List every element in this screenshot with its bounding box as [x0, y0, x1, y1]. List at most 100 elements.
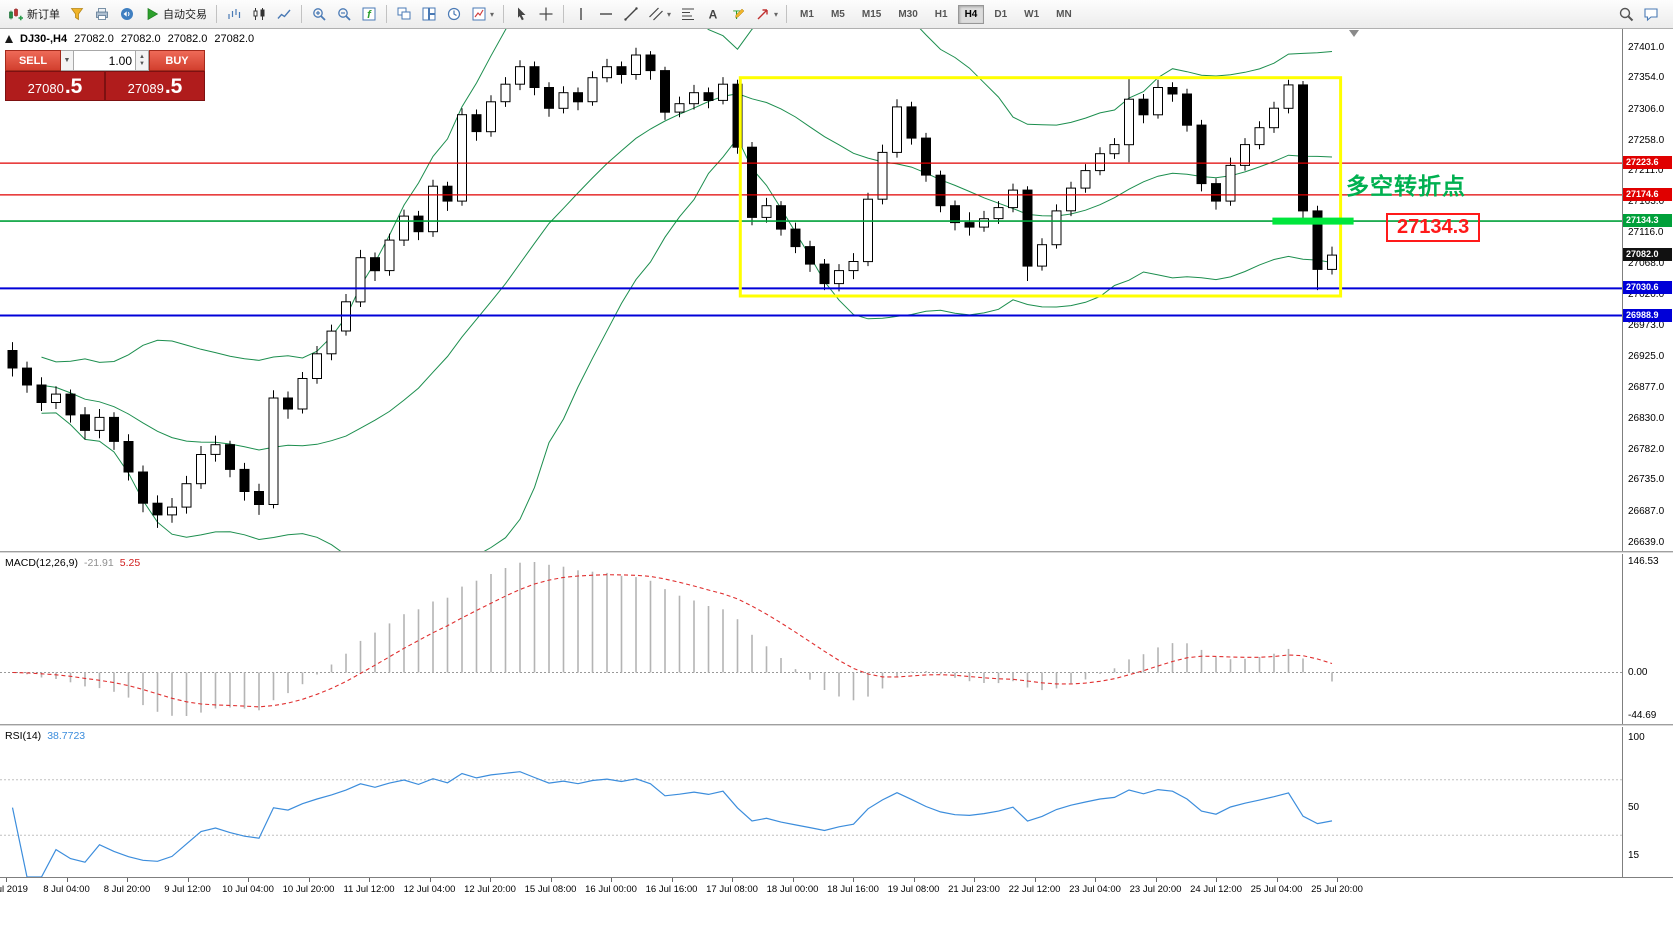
- time-label: 8 Jul 04:00: [43, 884, 90, 895]
- line-chart-mode-button[interactable]: [272, 3, 296, 25]
- timeframe-h1-button[interactable]: H1: [934, 8, 948, 20]
- lot-down-icon[interactable]: ▼: [139, 60, 145, 67]
- text-tool-button[interactable]: A: [701, 3, 725, 25]
- current-price-badge: 27082.0: [1623, 248, 1672, 262]
- rsi-axis-label: 15: [1628, 850, 1640, 862]
- candle: [790, 228, 801, 248]
- candlestick-chart[interactable]: [0, 29, 1622, 551]
- rsi-chart: [0, 771, 1622, 877]
- label-tool-button[interactable]: T: [726, 3, 750, 25]
- rsi-axis-label: 50: [1628, 801, 1640, 813]
- price-tick-label: 27116.0: [1628, 226, 1664, 238]
- sound-button[interactable]: [115, 3, 139, 25]
- print-button[interactable]: [90, 3, 114, 25]
- candle: [65, 393, 76, 416]
- period-clock-button[interactable]: [442, 3, 466, 25]
- chart-settings-button[interactable]: ▾: [467, 3, 498, 25]
- bar-chart-mode-button[interactable]: [222, 3, 246, 25]
- timeframe-m15-button[interactable]: M15: [861, 8, 882, 20]
- new-order-button[interactable]: 新订单: [4, 3, 64, 25]
- ask-price[interactable]: 27089.5: [105, 71, 205, 101]
- candle: [428, 185, 438, 233]
- chat-button[interactable]: [1639, 3, 1663, 25]
- candle: [616, 66, 627, 76]
- candle: [51, 393, 61, 404]
- yellow-rectangle[interactable]: [738, 76, 1343, 298]
- time-tick: [732, 878, 733, 882]
- timeframe-w1-button[interactable]: W1: [1024, 8, 1040, 20]
- lot-spinner[interactable]: ▲ ▼: [136, 50, 149, 71]
- arrows-tool-button[interactable]: ▾: [751, 3, 782, 25]
- one-click-collapse-icon[interactable]: [5, 35, 13, 43]
- price-tick-label: 26687.0: [1628, 505, 1665, 517]
- panel-divider[interactable]: [0, 724, 1673, 727]
- bars-icon: [226, 6, 242, 22]
- price-tick-label: 26782.0: [1628, 443, 1665, 455]
- candle: [1167, 87, 1178, 95]
- zoom-out-button[interactable]: [332, 3, 356, 25]
- chevron-down-icon: ▾: [490, 9, 495, 19]
- bollinger-lower: [41, 137, 1333, 551]
- candle: [761, 205, 772, 218]
- search-button[interactable]: [1614, 3, 1638, 25]
- channel-tool-button[interactable]: ▾: [644, 3, 675, 25]
- candle: [500, 83, 511, 103]
- candle: [109, 416, 119, 442]
- time-tick: [308, 878, 310, 882]
- filter-button[interactable]: [65, 3, 89, 25]
- timeframe-h4-button[interactable]: H4: [957, 4, 985, 24]
- fibonacci-tool-button[interactable]: [676, 3, 700, 25]
- tile-windows-button[interactable]: [417, 3, 441, 25]
- chartcog-icon: [471, 6, 487, 22]
- time-tick: [853, 878, 854, 882]
- crosshair-button[interactable]: [534, 3, 558, 25]
- horizontal-line-tool-button[interactable]: [594, 3, 618, 25]
- candle: [1080, 170, 1091, 189]
- main-chart-panel[interactable]: DJ30-,H4 27082.0 27082.0 27082.0 27082.0…: [0, 29, 1673, 551]
- macd-axis-label: 0.00: [1628, 666, 1648, 678]
- macd-chart: [0, 562, 1622, 716]
- indicators-button[interactable]: f: [357, 3, 381, 25]
- candle-chart-mode-button[interactable]: [247, 3, 271, 25]
- zoom-in-button[interactable]: [307, 3, 331, 25]
- lot-dropdown-button[interactable]: ▼: [61, 50, 74, 71]
- trendline-tool-button[interactable]: [619, 3, 643, 25]
- candle: [877, 151, 888, 200]
- candle: [297, 378, 308, 410]
- timeframe-mn-button[interactable]: MN: [1056, 8, 1072, 20]
- cascade-windows-button[interactable]: [392, 3, 416, 25]
- candle: [558, 92, 569, 109]
- timeframe-m30-button[interactable]: M30: [898, 8, 918, 20]
- one-click-trading-widget: SELL ▼ ▲▼ BUY 27080.5 27089.5: [5, 50, 205, 101]
- candle: [834, 270, 844, 285]
- ohlc-open: 27082.0: [74, 33, 114, 45]
- turning-point-annotation[interactable]: 多空转折点: [1346, 173, 1466, 199]
- time-label: 22 Jul 12:00: [1008, 884, 1061, 895]
- vertical-line-tool-button[interactable]: [569, 3, 593, 25]
- bid-price[interactable]: 27080.5: [5, 71, 105, 101]
- cursor-button[interactable]: [509, 3, 533, 25]
- lot-size-input[interactable]: [74, 50, 136, 71]
- timeframe-d1-button[interactable]: D1: [994, 8, 1008, 20]
- chart-info-line: DJ30-,H4 27082.0 27082.0 27082.0 27082.0: [5, 33, 254, 45]
- time-tick: [792, 878, 794, 882]
- sell-button[interactable]: SELL: [5, 50, 61, 71]
- time-label: 25 Jul 20:00: [1311, 884, 1363, 895]
- buy-button[interactable]: BUY: [149, 50, 205, 71]
- trend-icon: [623, 6, 639, 22]
- arrow-icon: [755, 6, 771, 22]
- time-label: 23 Jul 04:00: [1069, 884, 1121, 895]
- macd-axis-label: -44.69: [1628, 710, 1657, 721]
- panel-divider[interactable]: [0, 551, 1673, 554]
- chart-shift-marker[interactable]: [1349, 30, 1359, 37]
- lot-up-icon[interactable]: ▲: [139, 53, 145, 60]
- rsi-value: 38.7723: [47, 730, 86, 742]
- timeframe-m5-button[interactable]: M5: [830, 8, 845, 20]
- rsi-axis-label: 100: [1628, 732, 1645, 744]
- green-highlight-segment[interactable]: [1272, 217, 1354, 225]
- time-axis[interactable]: 5 Jul 2019 8 Jul 04:00 8 Jul 20:00 9 Jul 12…: [0, 877, 1673, 897]
- autotrading-button[interactable]: 自动交易: [140, 3, 211, 25]
- toolbar-separator: [503, 5, 505, 23]
- price-callout-annotation[interactable]: 27134.3: [1386, 213, 1481, 242]
- timeframe-m1-button[interactable]: M1: [800, 8, 814, 20]
